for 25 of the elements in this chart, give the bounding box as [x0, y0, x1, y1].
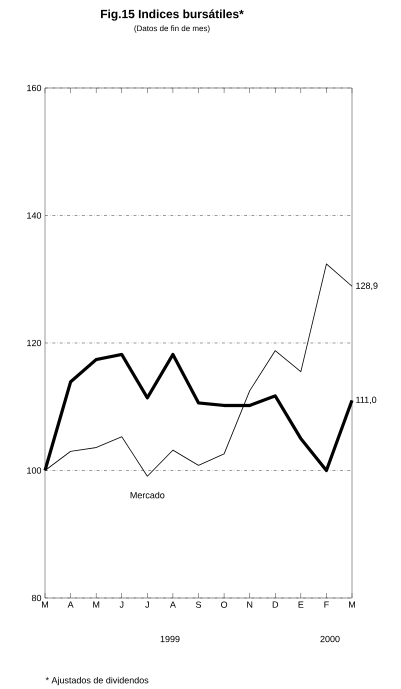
- chart-title: Fig.15 Indices bursátiles*: [101, 9, 244, 21]
- text: * Ajustados de dividendos: [46, 676, 148, 686]
- x-tick-label: S: [196, 602, 202, 608]
- x-tick-label: J: [120, 602, 124, 608]
- text: 2000: [320, 636, 340, 642]
- x-tick-label: M: [42, 602, 48, 608]
- x-tick-label: J: [145, 602, 149, 608]
- x-tick-label: D: [272, 602, 278, 608]
- x-tick-label: A: [68, 602, 74, 608]
- y-tick-label: 120: [27, 340, 42, 346]
- data-label: 128,9: [356, 282, 378, 290]
- x-tick-label: A: [170, 602, 176, 608]
- x-tick-label: E: [298, 602, 304, 608]
- data-label: 111,0: [356, 396, 376, 404]
- y-tick-label: 100: [27, 467, 42, 474]
- x-tick-label: M: [349, 602, 355, 608]
- x-tick-label: O: [221, 602, 228, 608]
- y-tick-label: 160: [27, 84, 42, 92]
- x-tick-label: F: [324, 602, 329, 608]
- x-tick-label: N: [247, 602, 252, 608]
- y-tick-label: 140: [27, 212, 42, 219]
- text: Mercado: [130, 492, 164, 498]
- x-tick-label: M: [93, 602, 100, 608]
- text: 1999: [160, 636, 180, 642]
- y-tick-label: 80: [32, 594, 42, 602]
